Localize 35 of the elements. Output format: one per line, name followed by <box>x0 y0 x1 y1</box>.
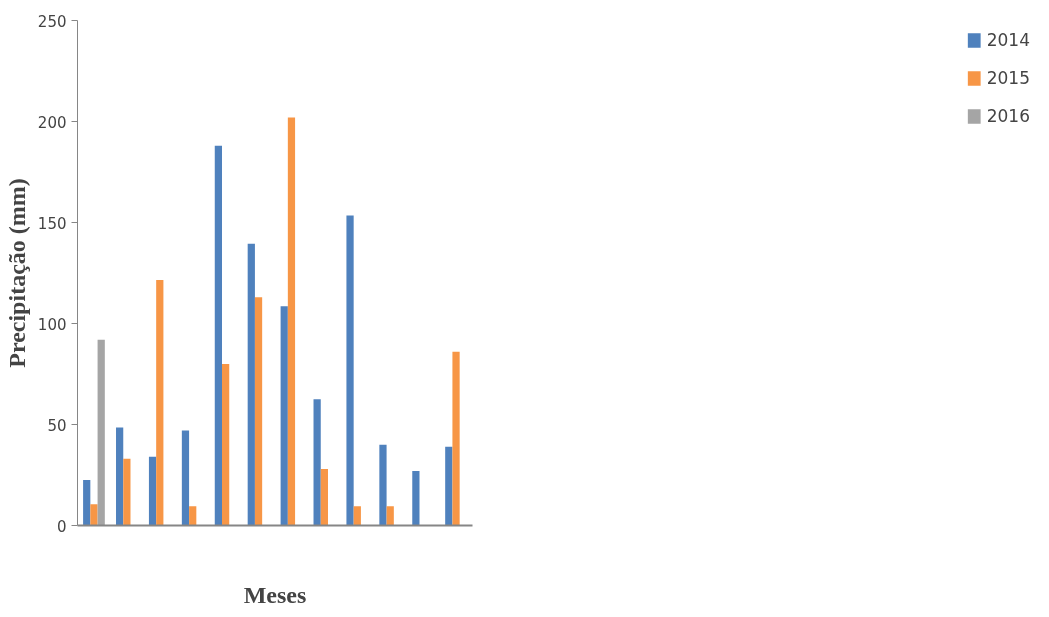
bar <box>313 399 321 526</box>
bar <box>247 243 255 526</box>
y-tick-label: 50 <box>47 416 67 435</box>
y-axis-title: Precipitação (mm) <box>3 178 30 368</box>
bar <box>123 458 131 526</box>
legend-label: 2016 <box>986 106 1030 126</box>
x-axis-title: Meses <box>243 581 307 608</box>
bar <box>386 506 394 526</box>
bar <box>287 117 296 526</box>
y-tick-label: 0 <box>56 517 67 536</box>
bar <box>353 506 361 526</box>
bar <box>156 280 164 526</box>
bar <box>452 351 460 526</box>
legend-label: 2015 <box>986 68 1030 88</box>
bar <box>346 215 354 526</box>
bar <box>148 456 157 526</box>
bar <box>412 470 420 526</box>
bar <box>116 427 124 526</box>
y-tick-label: 150 <box>37 214 67 233</box>
bar <box>320 468 328 526</box>
bar <box>189 506 197 526</box>
y-tick-label: 250 <box>37 12 67 31</box>
legend-label: 2014 <box>986 30 1030 50</box>
bar <box>222 363 230 526</box>
bar <box>445 446 453 526</box>
bar <box>379 444 387 526</box>
bar <box>254 297 263 526</box>
bar <box>181 430 190 526</box>
bar <box>90 504 98 526</box>
y-tick-label: 200 <box>37 113 67 132</box>
y-tick-label: 100 <box>37 315 67 334</box>
bar <box>280 306 288 526</box>
bar <box>83 480 91 526</box>
bar <box>97 339 105 526</box>
bar <box>214 145 222 526</box>
